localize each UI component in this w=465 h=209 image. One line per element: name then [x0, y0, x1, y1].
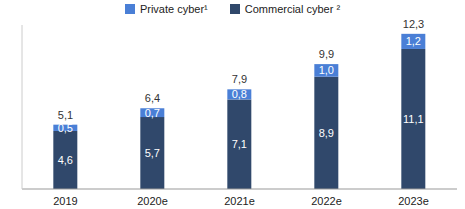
svg-text:0,8: 0,8 — [232, 88, 247, 100]
svg-text:2023e: 2023e — [398, 195, 429, 207]
svg-text:5,7: 5,7 — [145, 147, 160, 159]
html-text:Commercial cyber ²: Commercial cyber ² — [244, 3, 341, 15]
svg-text:5,1: 5,1 — [58, 109, 73, 121]
svg-text:6,4: 6,4 — [145, 92, 160, 104]
svg-text:2021e: 2021e — [224, 195, 255, 207]
svg-text:0,7: 0,7 — [145, 107, 160, 119]
svg-text:9,9: 9,9 — [319, 48, 334, 60]
svg-text:7,9: 7,9 — [232, 73, 247, 85]
svg-text:8,9: 8,9 — [319, 127, 334, 139]
svg-text:4,6: 4,6 — [58, 154, 73, 166]
svg-text:0,5: 0,5 — [58, 122, 73, 134]
svg-text:1,2: 1,2 — [406, 35, 421, 47]
svg-text:7,1: 7,1 — [232, 138, 247, 150]
svg-text:12,3: 12,3 — [403, 18, 424, 30]
svg-text:2020e: 2020e — [137, 195, 168, 207]
svg-text:2022e: 2022e — [311, 195, 342, 207]
svg-text:2019: 2019 — [53, 195, 77, 207]
svg-text:11,1: 11,1 — [403, 113, 424, 125]
svg-text:1,0: 1,0 — [319, 64, 334, 76]
html-text:Private cyber¹: Private cyber¹ — [139, 3, 208, 15]
